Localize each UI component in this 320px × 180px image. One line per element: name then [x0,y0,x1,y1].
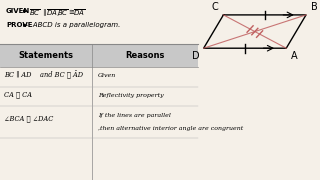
Text: BC ∥ AD    and BC ≅ ĀD: BC ∥ AD and BC ≅ ĀD [4,71,83,79]
Text: Given: Given [98,73,116,78]
Text: Reflectivity property: Reflectivity property [98,93,164,98]
Text: PROVE: PROVE [6,22,32,28]
Text: ►: ► [23,8,29,14]
Text: $\parallel$: $\parallel$ [41,8,47,18]
Text: $\cong$: $\cong$ [68,8,76,16]
Text: B: B [311,2,317,12]
Text: D: D [192,51,199,61]
Text: $\overline{DA}$,: $\overline{DA}$, [46,8,59,19]
Text: Statements: Statements [19,51,74,60]
Bar [0,44,198,67]
Text: A: A [291,51,298,61]
Text: ∠BCA ≅ ∠DAC: ∠BCA ≅ ∠DAC [4,115,53,123]
Text: CA ≅ CA: CA ≅ CA [4,91,32,99]
Text: $\overline{BC}$: $\overline{BC}$ [29,8,40,18]
Text: ,then alternative interior angle are congruent: ,then alternative interior angle are con… [98,126,244,131]
Text: GIVEN: GIVEN [6,8,30,14]
Text: $\overline{BC}$: $\overline{BC}$ [57,8,68,18]
Text: C: C [212,2,219,12]
Text: $\overline{DA}$: $\overline{DA}$ [73,8,85,18]
Text: Reasons: Reasons [126,51,165,60]
Text: If the lines are parallel: If the lines are parallel [98,113,171,118]
Text: ►  ABCD is a parallelogram.: ► ABCD is a parallelogram. [23,22,121,28]
